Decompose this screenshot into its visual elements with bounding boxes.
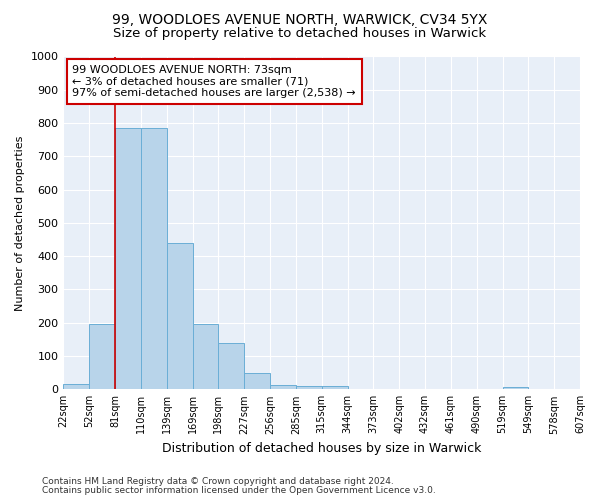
- Bar: [115, 128, 141, 390]
- Bar: [141, 128, 167, 390]
- Bar: [89, 324, 115, 390]
- Bar: [193, 324, 218, 390]
- Bar: [270, 386, 296, 390]
- Bar: [244, 374, 270, 390]
- Bar: [322, 386, 347, 390]
- Text: Contains HM Land Registry data © Crown copyright and database right 2024.: Contains HM Land Registry data © Crown c…: [42, 477, 394, 486]
- X-axis label: Distribution of detached houses by size in Warwick: Distribution of detached houses by size …: [162, 442, 481, 455]
- Bar: [218, 342, 244, 390]
- Text: Size of property relative to detached houses in Warwick: Size of property relative to detached ho…: [113, 28, 487, 40]
- Text: Contains public sector information licensed under the Open Government Licence v3: Contains public sector information licen…: [42, 486, 436, 495]
- Text: 99, WOODLOES AVENUE NORTH, WARWICK, CV34 5YX: 99, WOODLOES AVENUE NORTH, WARWICK, CV34…: [112, 12, 488, 26]
- Bar: [167, 243, 193, 390]
- Y-axis label: Number of detached properties: Number of detached properties: [15, 135, 25, 310]
- Bar: [64, 384, 89, 390]
- Bar: [503, 386, 529, 390]
- Bar: [296, 386, 322, 390]
- Text: 99 WOODLOES AVENUE NORTH: 73sqm
← 3% of detached houses are smaller (71)
97% of : 99 WOODLOES AVENUE NORTH: 73sqm ← 3% of …: [73, 65, 356, 98]
